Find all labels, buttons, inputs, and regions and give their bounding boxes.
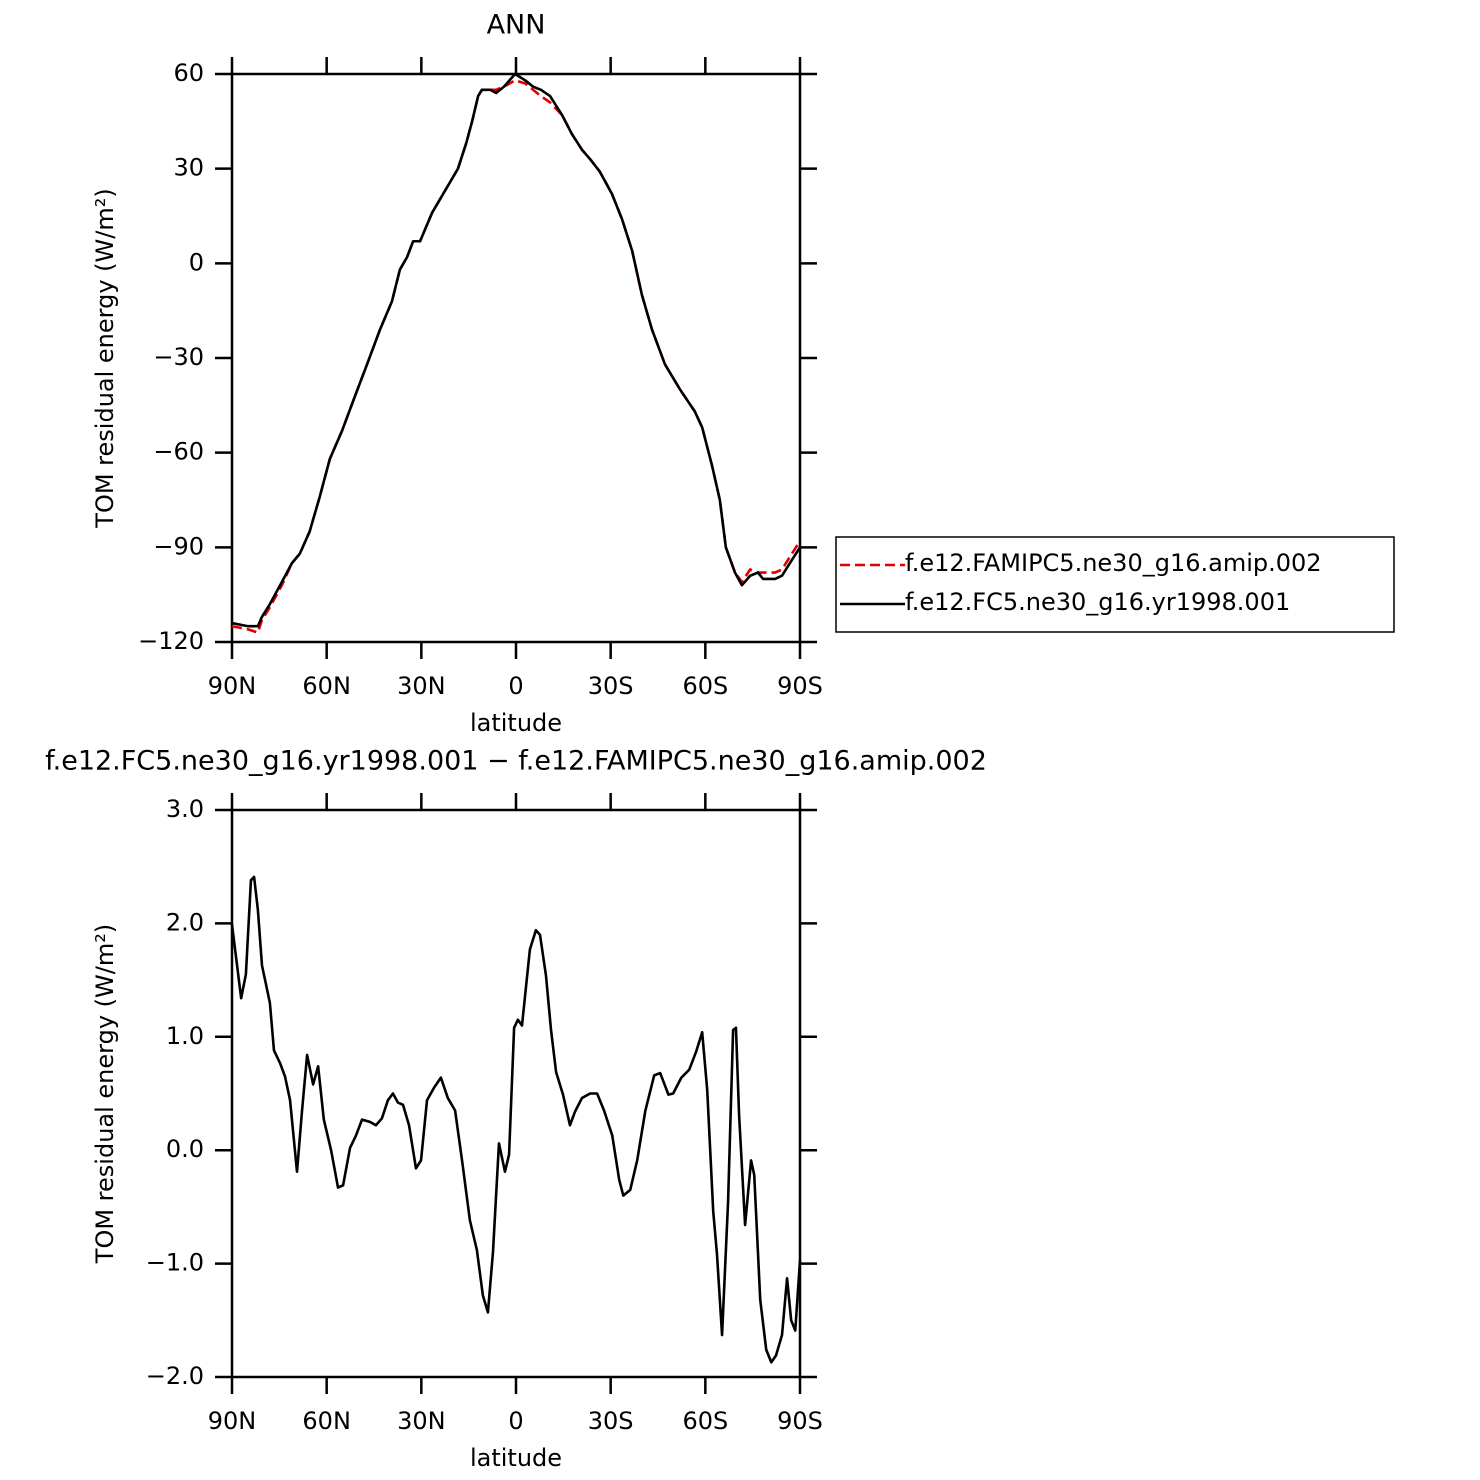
y-tick-label: −120 bbox=[138, 627, 204, 655]
data-line bbox=[231, 72, 802, 628]
x-tick-label: 0 bbox=[508, 1407, 523, 1435]
y-tick-label: 0.0 bbox=[166, 1135, 204, 1163]
y-tick-label: 1.0 bbox=[166, 1022, 204, 1050]
x-tick-label: 60S bbox=[682, 672, 728, 700]
x-tick-label: 90N bbox=[208, 672, 257, 700]
x-tick-label: 0 bbox=[508, 672, 523, 700]
y-tick-label: −2.0 bbox=[146, 1362, 204, 1390]
y-tick-label: 30 bbox=[173, 154, 204, 182]
x-tick-label: 90S bbox=[777, 672, 823, 700]
x-tick-label: 90N bbox=[208, 1407, 257, 1435]
x-axis-label: latitude bbox=[470, 709, 562, 737]
y-tick-label: 2.0 bbox=[166, 908, 204, 936]
x-tick-label: 60N bbox=[302, 1407, 351, 1435]
y-axis-label: TOM residual energy (W/m²) bbox=[91, 924, 119, 1264]
chart-title: ANN bbox=[487, 10, 546, 41]
plot-frame bbox=[230, 72, 802, 644]
data-line bbox=[231, 79, 802, 634]
y-tick-label: −90 bbox=[153, 532, 204, 560]
y-tick-label: −60 bbox=[153, 438, 204, 466]
x-tick-label: 30S bbox=[588, 672, 634, 700]
y-tick-label: 3.0 bbox=[166, 795, 204, 823]
chart-title: f.e12.FC5.ne30_g16.yr1998.001 − f.e12.FA… bbox=[45, 746, 987, 777]
data-line bbox=[230, 875, 802, 1364]
x-tick-label: 60S bbox=[682, 1407, 728, 1435]
x-tick-label: 30N bbox=[397, 1407, 446, 1435]
x-tick-label: 60N bbox=[302, 672, 351, 700]
x-tick-label: 30S bbox=[588, 1407, 634, 1435]
x-tick-label: 30N bbox=[397, 672, 446, 700]
legend-box bbox=[835, 536, 1395, 633]
legend-label: f.e12.FC5.ne30_g16.yr1998.001 bbox=[905, 588, 1290, 616]
plot-frame bbox=[230, 808, 802, 1379]
x-tick-label: 90S bbox=[777, 1407, 823, 1435]
legend-label: f.e12.FAMIPC5.ne30_g16.amip.002 bbox=[905, 549, 1322, 577]
y-tick-label: −1.0 bbox=[146, 1249, 204, 1277]
x-axis-label: latitude bbox=[470, 1444, 562, 1472]
y-axis-label: TOM residual energy (W/m²) bbox=[91, 188, 119, 528]
y-tick-label: −30 bbox=[153, 343, 204, 371]
y-tick-label: 0 bbox=[189, 248, 204, 276]
y-tick-label: 60 bbox=[173, 59, 204, 87]
